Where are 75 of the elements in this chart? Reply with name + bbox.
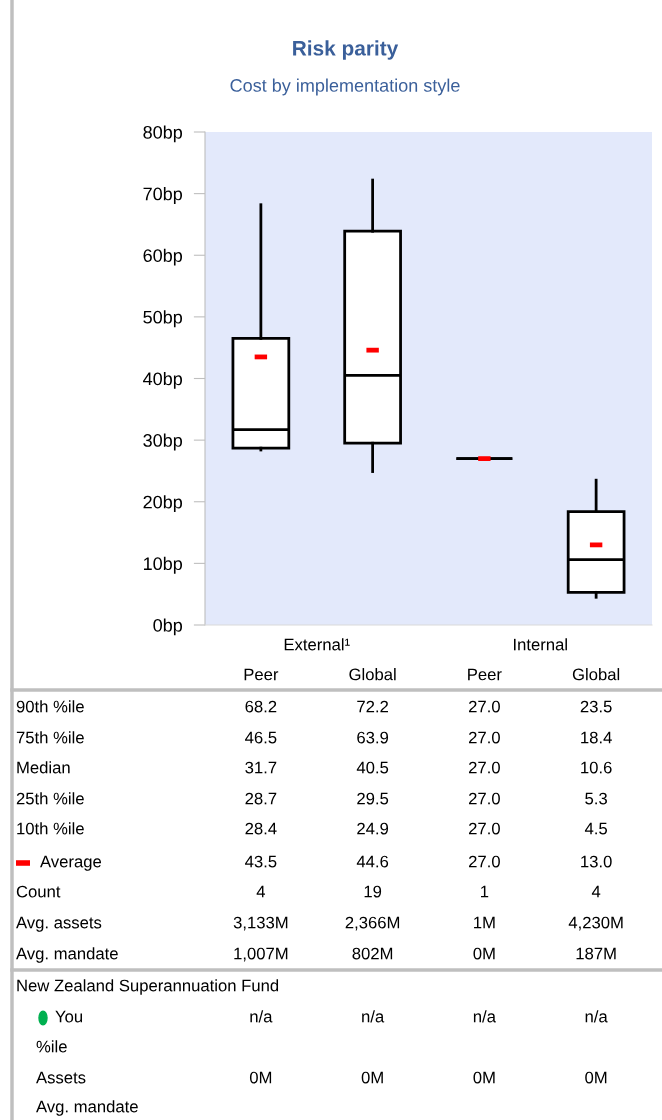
x-tick-label: Global [349,668,396,681]
y-tick-label: 80bp [143,125,183,143]
text: 72.2 [357,700,389,713]
text: 18.4 [581,731,612,744]
text: 68.2 [245,700,277,713]
y-tick-label: 70bp [143,187,183,204]
text: n/a [250,1010,273,1023]
text: 187M [576,947,616,960]
y-tick-label: 10bp [143,556,183,574]
text: n/a [362,1010,385,1023]
text: 4,230M [568,916,623,931]
text: Median [17,761,70,774]
text: Internal [514,638,567,651]
y-tick-label: 40bp [143,371,183,389]
text: 29.5 [357,792,389,805]
text: Avg. mandate [16,947,118,963]
text: Avg. assets [16,916,102,932]
text: n/a [585,1010,608,1023]
text: 10.6 [581,761,612,774]
y-tick-label: 60bp [143,248,183,266]
text: 5.3 [585,792,607,805]
text: 4 [256,885,266,898]
text: 0M [249,1071,272,1084]
text: 28.7 [245,792,277,805]
text: n/a [473,1010,496,1023]
y-tick-label: 30bp [143,433,183,451]
text: 0M [585,1071,607,1084]
chart-title: Risk parity [293,40,399,60]
text: 23.5 [580,700,612,713]
text: 1,007M [234,947,288,962]
text: Avg. mandate [36,1100,138,1116]
text: 28.4 [245,822,277,835]
text: Assets [36,1071,86,1084]
text: 4.5 [584,822,608,835]
text: 10th %ile [17,822,84,835]
y-tick-label: 20bp [143,495,183,513]
text: 27.0 [469,731,500,744]
text: 27.0 [469,700,500,713]
text: You [55,1010,83,1023]
y-tick-label: 50bp [143,310,183,328]
text: 0M [473,947,495,960]
text: %ile [36,1040,67,1053]
text: 31.7 [245,761,277,774]
x-tick-label: Peer [468,668,502,681]
text: 75th %ile [16,731,84,744]
text: 25th %ile [16,792,84,805]
text: 0M [473,1071,495,1084]
text: 4 [591,885,601,898]
text: 46.5 [245,731,277,744]
legend-label: Average [40,855,102,871]
text: New Zealand Superannuation Fund [17,979,279,995]
text: 90th %ile [16,700,84,713]
text: 27.0 [469,822,500,835]
text: 0M [361,1071,383,1084]
text: 43.5 [245,855,277,868]
text: 40.5 [356,761,389,774]
text: 24.9 [357,822,389,835]
text: 13.0 [581,855,612,868]
text: 1 [481,885,489,898]
text: 27.0 [469,792,500,805]
text: 802M [352,947,393,960]
y-tick-label: 0bp [153,618,183,636]
x-tick-label: Peer [244,668,279,681]
text: 63.9 [357,731,389,744]
text: 1M [474,916,495,929]
text: 19 [364,885,382,898]
text: 44.6 [356,855,389,868]
text: 2,366M [345,916,400,931]
text: Count [16,885,61,898]
text: 27.0 [469,761,500,774]
text: 3,133M [233,916,288,931]
text: 27.0 [469,855,500,868]
x-tick-label: Global [572,668,620,681]
chart-subtitle: Cost by implementation style [230,78,460,96]
text: External¹ [284,638,350,651]
